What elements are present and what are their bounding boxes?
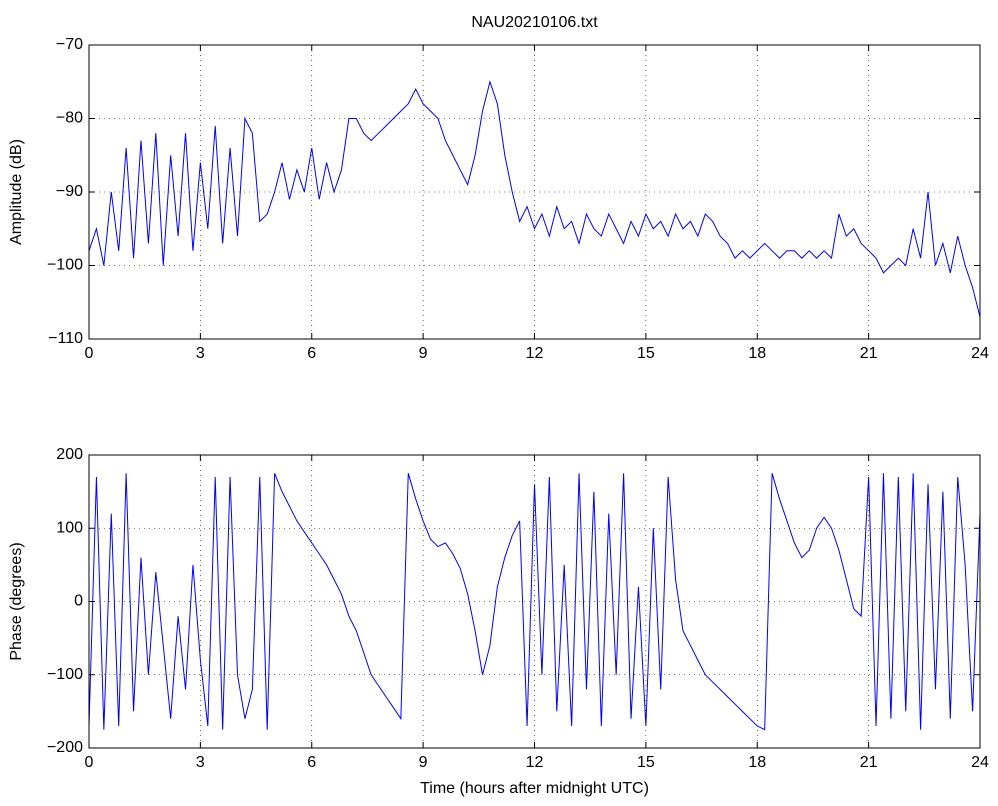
y-tick-label: −110 [48, 330, 83, 347]
y-tick-label: 100 [56, 519, 83, 536]
axes-box [88, 454, 981, 749]
x-tick-label: 18 [748, 754, 766, 771]
x-tick-label: 15 [637, 345, 655, 362]
x-tick-label: 21 [860, 754, 878, 771]
amplitude-line [88, 473, 981, 731]
y-tick-label: 0 [74, 593, 83, 610]
x-tick-label: 18 [748, 345, 766, 362]
y-tick-label: −80 [56, 110, 83, 127]
x-tick-label: 12 [526, 345, 544, 362]
chart-title: NAU20210106.txt [471, 14, 598, 31]
x-tick-label: 24 [971, 754, 989, 771]
x-axis-label: Time (hours after midnight UTC) [420, 780, 649, 797]
axes-box [88, 44, 981, 340]
y-tick-label: −70 [56, 36, 83, 53]
y-tick-label: −90 [56, 183, 83, 200]
x-tick-label: 0 [85, 754, 94, 771]
y-tick-label: −200 [47, 739, 83, 756]
x-tick-label: 3 [196, 754, 205, 771]
x-tick-label: 12 [526, 754, 544, 771]
x-tick-label: 6 [307, 345, 316, 362]
y-tick-label: −100 [47, 666, 83, 683]
y-axis-label: Phase (degrees) [8, 542, 25, 660]
x-tick-label: 6 [307, 754, 316, 771]
x-tick-label: 0 [85, 345, 94, 362]
x-tick-label: 15 [637, 754, 655, 771]
x-tick-label: 24 [971, 345, 989, 362]
x-tick-label: 3 [196, 345, 205, 362]
y-tick-label: −100 [47, 257, 83, 274]
y-axis-label: Amplitude (dB) [8, 139, 25, 245]
x-tick-label: 9 [419, 345, 428, 362]
amplitude-line [88, 79, 981, 318]
x-tick-label: 21 [860, 345, 878, 362]
y-tick-label: 200 [56, 446, 83, 463]
x-tick-label: 9 [419, 754, 428, 771]
